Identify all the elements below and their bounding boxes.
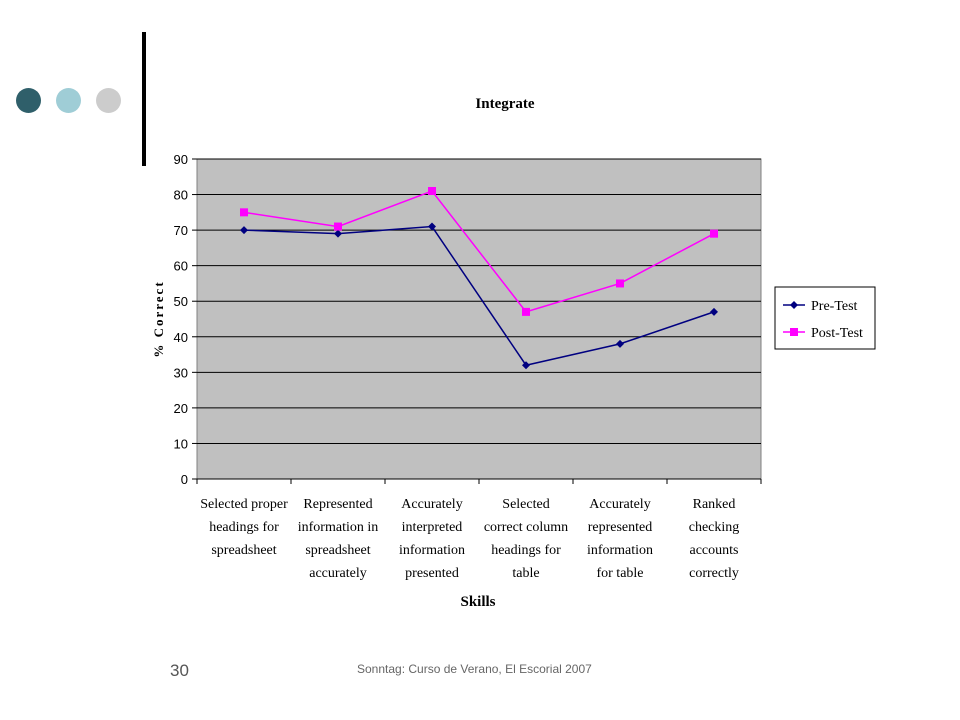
y-tick-label: 40 — [174, 330, 188, 345]
series-lines — [240, 187, 718, 370]
data-point — [428, 187, 436, 195]
data-point — [334, 222, 342, 231]
x-axis-ticks: Selected proper headings for spreadsheetRe… — [196, 479, 762, 581]
decor-vertical-bar — [142, 32, 146, 166]
legend-label: Post-Test — [811, 326, 863, 341]
y-tick-label: 30 — [174, 365, 188, 380]
data-point — [334, 229, 342, 238]
series-line — [243, 190, 715, 313]
data-point — [240, 226, 248, 235]
data-point — [240, 208, 248, 217]
data-point — [710, 307, 718, 316]
legend-label: Pre-Test — [811, 299, 858, 314]
data-point — [428, 222, 436, 231]
chart-title: Integrate — [475, 96, 534, 112]
data-point — [616, 279, 624, 288]
y-tick-label: 50 — [174, 294, 188, 309]
y-tick-label: 20 — [174, 401, 188, 416]
y-tick-label: 80 — [174, 188, 188, 203]
y-tick-label: 70 — [174, 223, 188, 238]
data-point — [710, 229, 718, 238]
x-tick-label: Represented information in spreadsheet accu… — [298, 497, 379, 581]
x-tick-label: Accurately represented information for tabl… — [587, 497, 653, 581]
y-tick-label: 90 — [174, 152, 188, 167]
x-tick-label: Ranked checking accounts correctly — [689, 497, 740, 581]
legend: Pre-Test Post-Test — [774, 286, 876, 350]
plot-area — [196, 158, 762, 480]
x-axis-label: Skills — [460, 594, 495, 610]
x-tick-label: Selected proper headings for spreadsheet — [200, 497, 288, 558]
y-tick-label: 60 — [174, 259, 188, 274]
footer-text: Sonntag: Curso de Verano, El Escorial 20… — [357, 662, 592, 676]
data-point — [522, 307, 530, 316]
y-axis-label: % Correct — [151, 280, 166, 357]
decor-dot-dark — [16, 88, 41, 113]
series-line — [243, 225, 715, 367]
gridlines — [197, 158, 761, 444]
slide-number: 30 — [170, 661, 189, 680]
y-tick-label: 10 — [174, 436, 188, 451]
x-tick-label: Selected correct column headings for table — [484, 497, 568, 581]
decor-dot-light — [56, 88, 81, 113]
legend-marker — [790, 301, 798, 309]
decor-dot-gray — [96, 88, 121, 113]
data-point — [616, 339, 624, 348]
y-tick-label: 0 — [181, 472, 188, 487]
data-point — [522, 361, 530, 370]
legend-box — [774, 286, 876, 350]
legend-marker — [790, 328, 798, 336]
x-tick-label: Accurately interpreted information presente… — [399, 497, 465, 581]
